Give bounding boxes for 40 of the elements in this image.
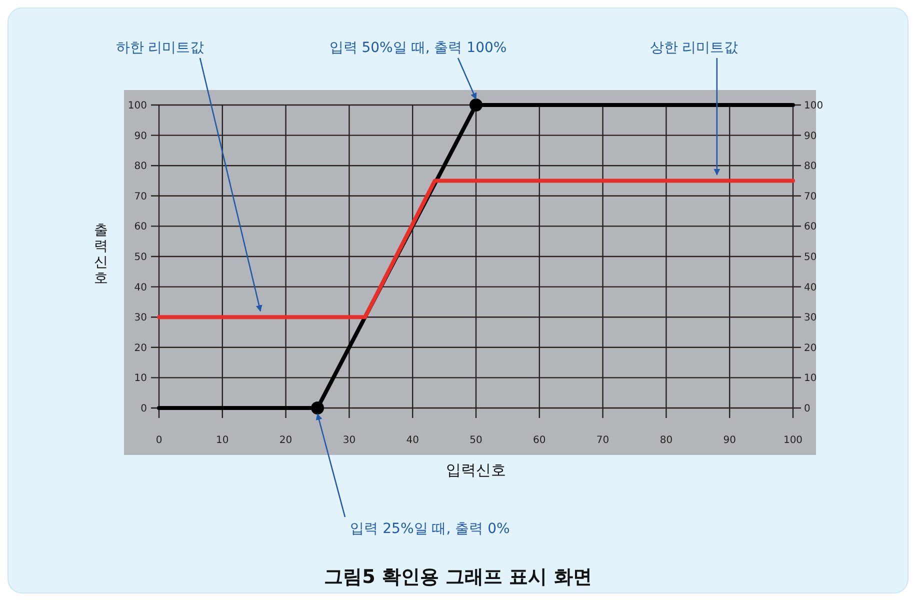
y2-tick-label: 90 [804,130,817,142]
x-tick-label: 10 [216,435,229,446]
y-axis-title: 출력신호 [94,222,108,286]
x-tick-label: 60 [533,435,546,446]
y-tick-label: 100 [128,100,147,112]
y-tick-label: 70 [134,191,147,202]
x-tick-label: 100 [783,435,803,446]
text: 그림5 확인용 그래프 표시 화면 [324,566,592,588]
x-tick-label: 0 [156,435,162,446]
x-tick-label: 40 [406,435,419,446]
y2-tick-label: 50 [804,252,817,263]
y2-tick-label: 40 [804,282,817,294]
x-tick-label: 20 [279,435,292,446]
y2-tick-label: 10 [804,373,817,384]
annotation: 입력 25%일 때, 출력 0% [350,521,510,537]
x-tick-label: 80 [660,435,673,446]
y2-tick-label: 0 [804,404,810,414]
annotation: 상한 리미트값 [650,40,738,56]
annotation: 하한 리미트값 [116,40,204,56]
y-tick-label: 80 [134,161,147,172]
y2-tick-label: 30 [804,312,817,324]
x-tick-label: 90 [723,435,736,446]
y-tick-label: 0 [140,404,147,414]
y-tick-label: 10 [134,373,147,384]
y-tick-label: 60 [134,222,147,233]
y2-tick-label: 70 [804,191,817,202]
x-tick-label: 50 [470,435,482,446]
y-tick-label: 90 [134,130,147,142]
y2-tick-label: 100 [804,100,824,112]
y-tick-label: 30 [134,312,147,324]
y2-tick-label: 80 [804,161,817,172]
y2-tick-label: 20 [804,342,817,354]
x-tick-label: 30 [342,435,356,446]
x-axis-title: 입력신호 [446,461,506,479]
y-tick-label: 40 [134,282,147,294]
x-tick-label: 70 [596,435,610,446]
y-tick-label: 50 [134,252,147,263]
annotation: 입력 50%일 때, 출력 100% [329,40,507,56]
y2-tick-label: 60 [804,222,817,233]
y-tick-label: 20 [134,342,147,354]
